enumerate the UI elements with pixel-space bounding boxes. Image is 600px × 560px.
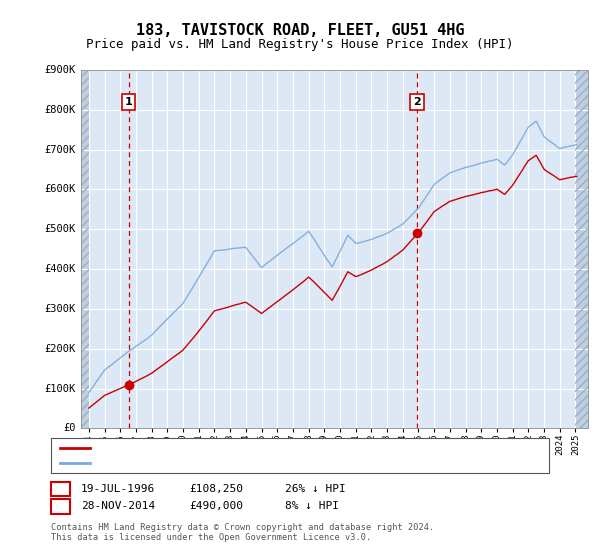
- Text: £900K: £900K: [44, 65, 76, 75]
- Text: HPI: Average price, detached house, Hart: HPI: Average price, detached house, Hart: [96, 459, 336, 469]
- Bar: [575, 70, 588, 428]
- Text: £200K: £200K: [44, 344, 76, 354]
- Bar: [81, 70, 89, 428]
- Bar: [81, 70, 89, 428]
- Text: 8% ↓ HPI: 8% ↓ HPI: [285, 501, 339, 511]
- Text: This data is licensed under the Open Government Licence v3.0.: This data is licensed under the Open Gov…: [51, 533, 371, 542]
- Text: £300K: £300K: [44, 304, 76, 314]
- Text: Price paid vs. HM Land Registry's House Price Index (HPI): Price paid vs. HM Land Registry's House …: [86, 38, 514, 51]
- Bar: [575, 70, 588, 428]
- Text: Contains HM Land Registry data © Crown copyright and database right 2024.: Contains HM Land Registry data © Crown c…: [51, 523, 434, 532]
- Text: £800K: £800K: [44, 105, 76, 115]
- Text: £400K: £400K: [44, 264, 76, 274]
- Text: £108,250: £108,250: [189, 484, 243, 494]
- Text: 2: 2: [413, 97, 421, 107]
- Text: £0: £0: [63, 423, 76, 433]
- Text: 1: 1: [57, 482, 64, 496]
- Text: £700K: £700K: [44, 144, 76, 155]
- Text: £500K: £500K: [44, 225, 76, 234]
- Text: 26% ↓ HPI: 26% ↓ HPI: [285, 484, 346, 494]
- Text: 28-NOV-2014: 28-NOV-2014: [81, 501, 155, 511]
- Text: £490,000: £490,000: [189, 501, 243, 511]
- Text: 1: 1: [125, 97, 133, 107]
- Text: £600K: £600K: [44, 184, 76, 194]
- Text: 2: 2: [57, 500, 64, 513]
- Text: 183, TAVISTOCK ROAD, FLEET, GU51 4HG: 183, TAVISTOCK ROAD, FLEET, GU51 4HG: [136, 24, 464, 38]
- Text: 19-JUL-1996: 19-JUL-1996: [81, 484, 155, 494]
- Text: £100K: £100K: [44, 384, 76, 394]
- Text: 183, TAVISTOCK ROAD, FLEET, GU51 4HG (detached house): 183, TAVISTOCK ROAD, FLEET, GU51 4HG (de…: [96, 443, 414, 453]
